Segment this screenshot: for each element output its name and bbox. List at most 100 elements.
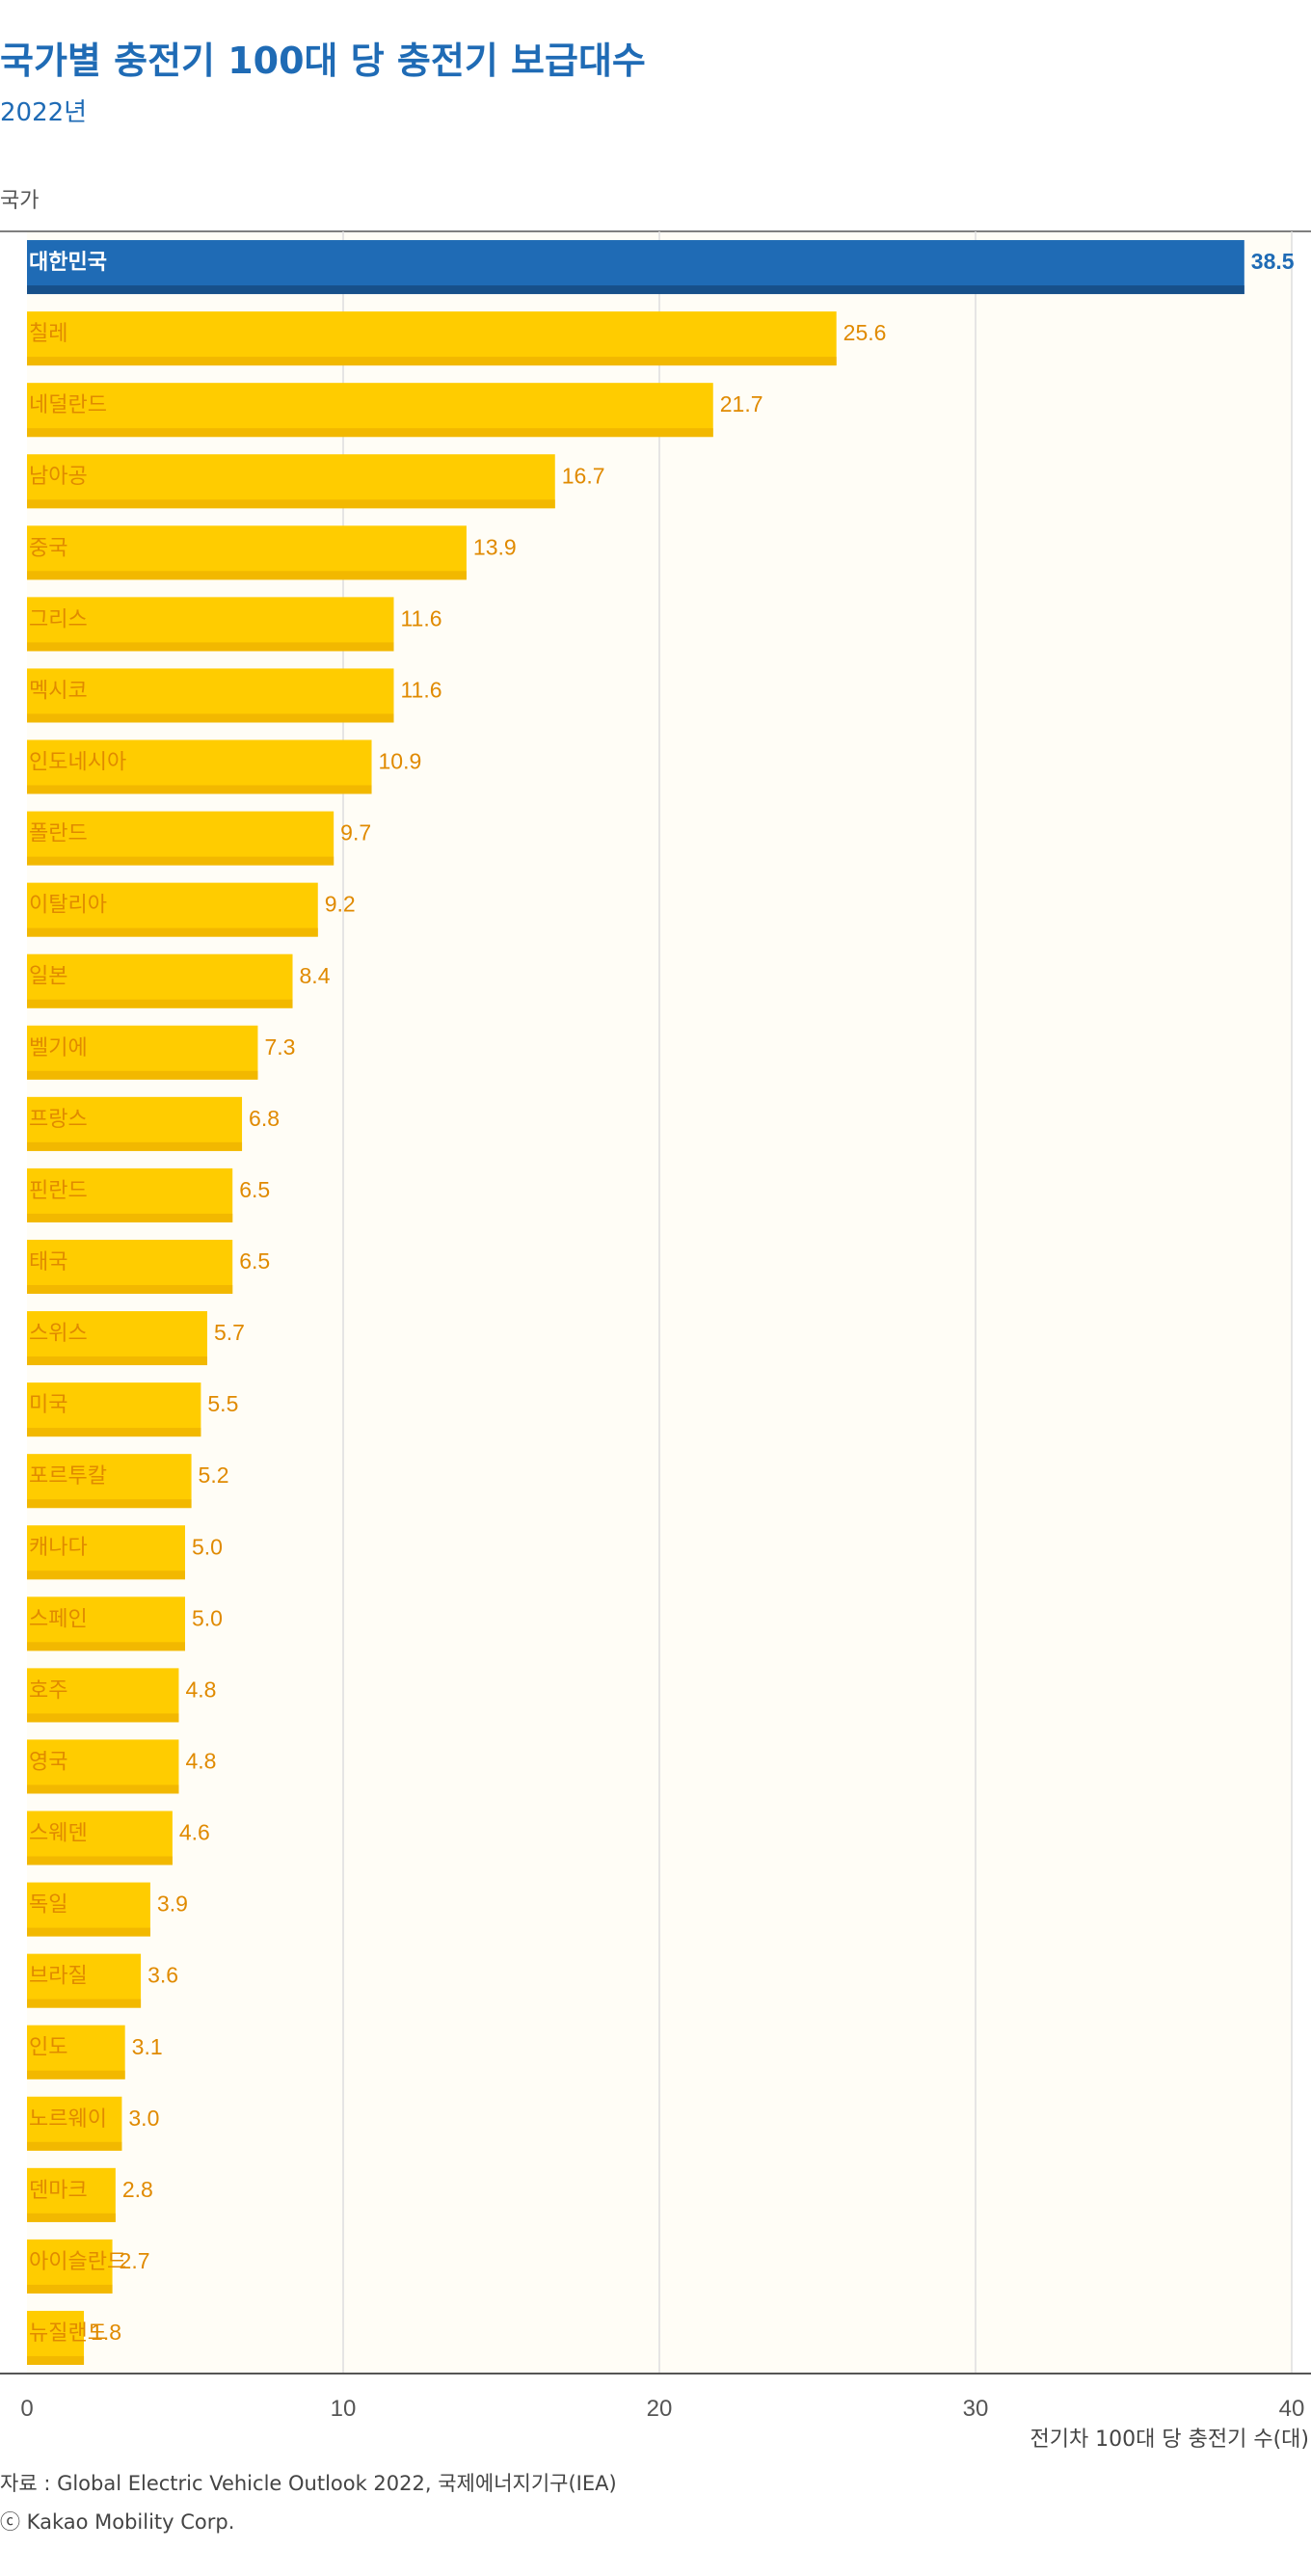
chart-subtitle: 2022년 bbox=[0, 98, 88, 127]
bar-shade bbox=[27, 1570, 185, 1580]
bar-shade bbox=[27, 927, 318, 937]
x-tick-label: 20 bbox=[647, 2396, 673, 2422]
category-label: 스위스 bbox=[29, 1322, 88, 1346]
bar-shade bbox=[27, 428, 713, 438]
value-label: 6.5 bbox=[239, 1248, 270, 1274]
source-note: 자료 : Global Electric Vehicle Outlook 202… bbox=[0, 2472, 617, 2495]
bar bbox=[27, 2096, 122, 2151]
value-label: 2.7 bbox=[120, 2248, 150, 2273]
x-tick-label: 40 bbox=[1279, 2396, 1305, 2422]
bar-shade bbox=[27, 2070, 125, 2080]
bar-shade bbox=[27, 1284, 233, 1294]
category-label: 네덜란드 bbox=[29, 393, 107, 417]
category-label: 덴마크 bbox=[29, 2179, 88, 2203]
category-label: 인도네시아 bbox=[29, 751, 126, 775]
bar-shade bbox=[27, 1856, 173, 1865]
category-label: 브라질 bbox=[29, 1965, 88, 1989]
bar-shade bbox=[27, 1642, 185, 1651]
value-label: 5.0 bbox=[192, 1605, 223, 1630]
bar bbox=[27, 2025, 125, 2080]
category-label: 미국 bbox=[29, 1393, 67, 1417]
category-label: 캐나다 bbox=[29, 1536, 88, 1560]
bar-shade bbox=[27, 1213, 233, 1222]
bar bbox=[27, 1454, 192, 1509]
x-tick-label: 0 bbox=[20, 2396, 33, 2422]
bar bbox=[27, 1025, 258, 1080]
bar bbox=[27, 882, 318, 937]
bar-shade bbox=[27, 713, 394, 723]
value-label: 4.6 bbox=[179, 1820, 210, 1845]
bar-shade bbox=[27, 571, 467, 580]
bar bbox=[27, 240, 1244, 295]
bar bbox=[27, 668, 394, 723]
value-label: 11.6 bbox=[400, 678, 441, 703]
category-label: 포르투칼 bbox=[29, 1464, 107, 1489]
bar-shade bbox=[27, 1927, 150, 1937]
category-label: 남아공 bbox=[29, 465, 88, 489]
category-label: 폴란드 bbox=[29, 822, 88, 846]
bar bbox=[27, 2310, 85, 2365]
value-label: 5.0 bbox=[192, 1534, 223, 1559]
bar-shade bbox=[27, 2213, 116, 2222]
bar-shade bbox=[27, 2141, 122, 2151]
value-label: 10.9 bbox=[379, 749, 422, 774]
bar-shade bbox=[27, 856, 334, 866]
value-label: 6.8 bbox=[249, 1106, 280, 1131]
category-label: 일본 bbox=[29, 965, 67, 989]
bar-shade bbox=[27, 2284, 113, 2294]
bar bbox=[27, 454, 555, 509]
bar bbox=[27, 597, 394, 652]
category-label: 대한민국 bbox=[29, 251, 107, 275]
bar-shade bbox=[27, 357, 837, 366]
value-label: 9.2 bbox=[325, 892, 356, 917]
bar-shade bbox=[27, 1999, 142, 2008]
x-axis-label: 전기차 100대 당 충전기 수(대) bbox=[1030, 2428, 1309, 2452]
value-label: 38.5 bbox=[1251, 249, 1295, 274]
copyright-note: ⓒ Kakao Mobility Corp. bbox=[0, 2510, 235, 2534]
bar bbox=[27, 2239, 113, 2294]
bar bbox=[27, 1882, 150, 1937]
bar bbox=[27, 311, 837, 366]
value-label: 13.9 bbox=[473, 534, 517, 559]
category-label: 핀란드 bbox=[29, 1179, 88, 1203]
bar-shade bbox=[27, 1499, 192, 1509]
value-label: 21.7 bbox=[720, 391, 763, 416]
category-label: 칠레 bbox=[29, 322, 67, 346]
value-label: 1.8 bbox=[91, 2320, 121, 2345]
bar bbox=[27, 1668, 179, 1723]
bar bbox=[27, 1239, 233, 1294]
bar bbox=[27, 953, 293, 1008]
category-label: 아이슬란드 bbox=[29, 2250, 126, 2274]
bar bbox=[27, 1525, 185, 1580]
value-label: 9.7 bbox=[340, 820, 371, 845]
value-label: 4.8 bbox=[185, 1677, 216, 1702]
bar bbox=[27, 383, 713, 438]
category-label: 벨기에 bbox=[29, 1036, 88, 1060]
category-label: 태국 bbox=[29, 1250, 67, 1275]
value-label: 3.1 bbox=[132, 2034, 163, 2059]
category-label: 스웨덴 bbox=[29, 1822, 88, 1846]
bar bbox=[27, 1167, 233, 1222]
bar bbox=[27, 2167, 116, 2222]
bar-shade bbox=[27, 642, 394, 652]
category-label: 스페인 bbox=[29, 1607, 88, 1631]
value-label: 4.8 bbox=[185, 1749, 216, 1774]
bar-shade bbox=[27, 1713, 179, 1723]
bar bbox=[27, 1597, 185, 1651]
bar-shade bbox=[27, 2355, 85, 2365]
bar bbox=[27, 1953, 142, 2008]
value-label: 3.6 bbox=[147, 1963, 178, 1988]
y-axis-label: 국가 bbox=[0, 189, 40, 213]
category-label: 호주 bbox=[29, 1678, 67, 1703]
value-label: 5.7 bbox=[214, 1320, 245, 1345]
value-label: 11.6 bbox=[400, 605, 441, 631]
value-label: 5.5 bbox=[207, 1391, 238, 1416]
value-label: 2.8 bbox=[122, 2177, 153, 2202]
value-label: 25.6 bbox=[843, 320, 887, 345]
category-label: 노르웨이 bbox=[29, 2107, 107, 2132]
bar-shade bbox=[27, 499, 555, 509]
chart-title: 국가별 충전기 100대 당 충전기 보급대수 bbox=[0, 40, 646, 82]
bar-shade bbox=[27, 999, 293, 1008]
value-label: 7.3 bbox=[264, 1034, 295, 1060]
